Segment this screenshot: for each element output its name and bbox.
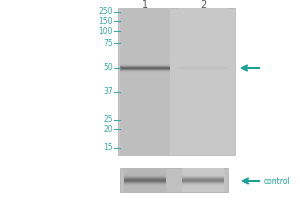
Bar	[182, 175, 224, 176]
Bar	[178, 68, 228, 69]
Text: 37: 37	[103, 88, 113, 97]
Text: 75: 75	[103, 38, 113, 47]
Text: 50: 50	[103, 64, 113, 72]
Bar	[120, 64, 170, 65]
Bar	[124, 186, 166, 187]
Bar	[120, 72, 170, 73]
Text: 15: 15	[103, 144, 113, 152]
Bar	[182, 185, 224, 186]
Bar	[182, 173, 224, 174]
Bar	[182, 181, 224, 182]
Bar	[182, 178, 224, 179]
Text: 1: 1	[142, 0, 148, 10]
Bar	[182, 180, 224, 181]
Bar	[182, 176, 224, 177]
Text: 100: 100	[98, 26, 113, 36]
Bar	[178, 67, 228, 68]
Bar	[124, 175, 166, 176]
Bar	[124, 179, 166, 180]
Bar	[124, 168, 166, 192]
Bar	[120, 68, 170, 69]
Bar	[120, 69, 170, 70]
Text: 150: 150	[98, 17, 113, 25]
Bar	[182, 186, 224, 187]
Text: 25: 25	[103, 116, 113, 124]
Bar	[124, 177, 166, 178]
Bar	[124, 178, 166, 179]
Bar	[120, 66, 170, 67]
Bar	[182, 182, 224, 183]
Bar	[178, 8, 228, 155]
Bar	[182, 184, 224, 185]
Bar	[124, 174, 166, 175]
Text: control: control	[264, 176, 291, 186]
Bar	[182, 183, 224, 184]
Bar	[120, 67, 170, 68]
Bar	[124, 182, 166, 183]
Bar	[182, 179, 224, 180]
Bar	[120, 63, 170, 64]
Bar	[182, 174, 224, 175]
Text: 2: 2	[200, 0, 206, 10]
Bar	[124, 176, 166, 177]
Bar	[178, 70, 228, 71]
Bar	[178, 69, 228, 70]
Bar	[118, 8, 235, 155]
Bar	[120, 168, 228, 192]
Bar	[178, 65, 228, 66]
Bar	[124, 173, 166, 174]
Bar	[120, 70, 170, 71]
Bar	[124, 183, 166, 184]
Text: 20: 20	[103, 124, 113, 134]
Bar	[124, 184, 166, 185]
Bar	[182, 177, 224, 178]
Bar	[120, 8, 170, 155]
Bar	[178, 66, 228, 67]
Bar	[120, 71, 170, 72]
Bar	[120, 65, 170, 66]
Text: 250: 250	[98, 7, 113, 17]
Bar	[124, 185, 166, 186]
Bar	[124, 180, 166, 181]
Bar	[182, 168, 224, 192]
Bar	[124, 181, 166, 182]
